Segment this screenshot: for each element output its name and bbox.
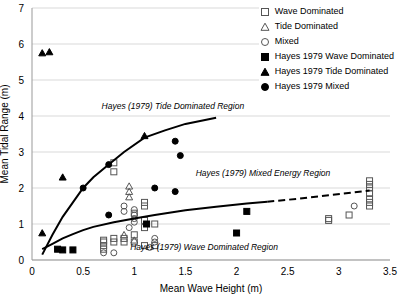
svg-text:Mean Tidal Range (m): Mean Tidal Range (m) [8, 85, 10, 184]
svg-text:6: 6 [18, 39, 24, 50]
html-text:Mixed: Mixed [274, 36, 299, 46]
html-text:Hayes 1979 Mixed: Hayes 1979 Mixed [274, 81, 350, 91]
svg-text:3.5: 3.5 [383, 266, 392, 277]
svg-text:7: 7 [18, 3, 24, 14]
svg-text:0: 0 [29, 266, 35, 277]
html-text:Tide Dominated: Tide Dominated [274, 21, 338, 31]
svg-text:3: 3 [336, 266, 342, 277]
svg-text:Hayes (1979) Wave Dominated Re: Hayes (1979) Wave Dominated Region [130, 242, 278, 252]
svg-text:3: 3 [18, 147, 24, 158]
svg-text:Mean Wave Height (m): Mean Wave Height (m) [160, 283, 262, 294]
svg-text:Hayes (1979) Tide Dominated Re: Hayes (1979) Tide Dominated Region [102, 101, 245, 111]
svg-text:5: 5 [18, 75, 24, 86]
svg-text:2: 2 [18, 183, 24, 194]
svg-text:0.5: 0.5 [76, 266, 90, 277]
svg-text:4: 4 [18, 111, 24, 122]
svg-text:1: 1 [18, 219, 24, 230]
svg-text:Hayes (1979) Mixed Energy Regi: Hayes (1979) Mixed Energy Region [196, 168, 331, 178]
svg-text:2: 2 [234, 266, 240, 277]
svg-text:1: 1 [132, 266, 138, 277]
html-text:Wave Dominated: Wave Dominated [274, 6, 344, 16]
svg-text:2.5: 2.5 [281, 266, 295, 277]
html-text:Hayes 1979 Wave Dominated: Hayes 1979 Wave Dominated [274, 51, 394, 61]
svg-text:0: 0 [18, 255, 24, 266]
html-text:Hayes 1979 Tide Dominated: Hayes 1979 Tide Dominated [274, 66, 389, 76]
svg-text:1.5: 1.5 [178, 266, 192, 277]
